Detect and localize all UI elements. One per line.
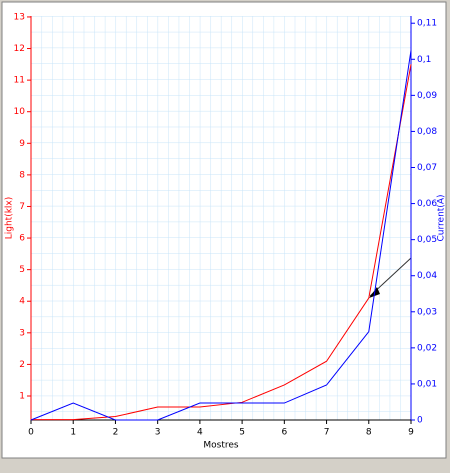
series-line — [30, 50, 412, 421]
y2-tick-label: 0,06 — [417, 199, 437, 209]
x-tick-label: 9 — [408, 428, 414, 438]
y2-tick-label: 0,05 — [417, 235, 437, 245]
y-tick-label: 12 — [14, 44, 25, 54]
y-tick-label: 8 — [19, 170, 25, 180]
y-tick-label: 10 — [14, 107, 26, 117]
y-tick-label: 7 — [19, 202, 25, 212]
y2-tick-label: 0,08 — [417, 127, 437, 137]
x-tick-label: 7 — [324, 428, 330, 438]
x-tick-label: 3 — [155, 428, 161, 438]
y2-tick-label: 0,03 — [417, 307, 437, 317]
y2-tick-label: 0,04 — [417, 271, 437, 281]
y2-tick-label: 0,1 — [417, 55, 431, 65]
x-tick-label: 4 — [197, 428, 203, 438]
y2-tick-label: 0,02 — [417, 343, 437, 353]
x-tick-label: 6 — [281, 428, 287, 438]
y2-tick-label: 0,01 — [417, 379, 437, 389]
y2-tick-label: 0,09 — [417, 91, 437, 101]
y-tick-label: 9 — [19, 139, 25, 149]
y-tick-label: 5 — [19, 265, 25, 275]
y2-tick-label: 0,11 — [417, 19, 437, 29]
y-tick-label: 13 — [14, 12, 25, 22]
y2-axis-label: Current(A) — [437, 195, 447, 242]
x-axis-label: Mostres — [203, 441, 239, 451]
y-tick-label: 4 — [19, 297, 25, 307]
x-tick-label: 2 — [113, 428, 119, 438]
x-tick-label: 1 — [70, 428, 76, 438]
minor-grid — [31, 16, 411, 420]
y-tick-label: 2 — [19, 360, 25, 370]
y-tick-label: 3 — [19, 328, 25, 338]
y-tick-label: 11 — [14, 76, 25, 86]
x-tick-label: 0 — [28, 428, 34, 438]
x-tick-label: 5 — [239, 428, 245, 438]
y-axis-label: Light(klx) — [5, 197, 15, 240]
y2-tick-label: 0 — [417, 416, 423, 426]
y-tick-label: 6 — [19, 234, 25, 244]
series-line — [31, 64, 412, 421]
y2-tick-label: 0,07 — [417, 163, 437, 173]
y-tick-label: 1 — [19, 391, 25, 401]
x-tick-label: 8 — [366, 428, 372, 438]
